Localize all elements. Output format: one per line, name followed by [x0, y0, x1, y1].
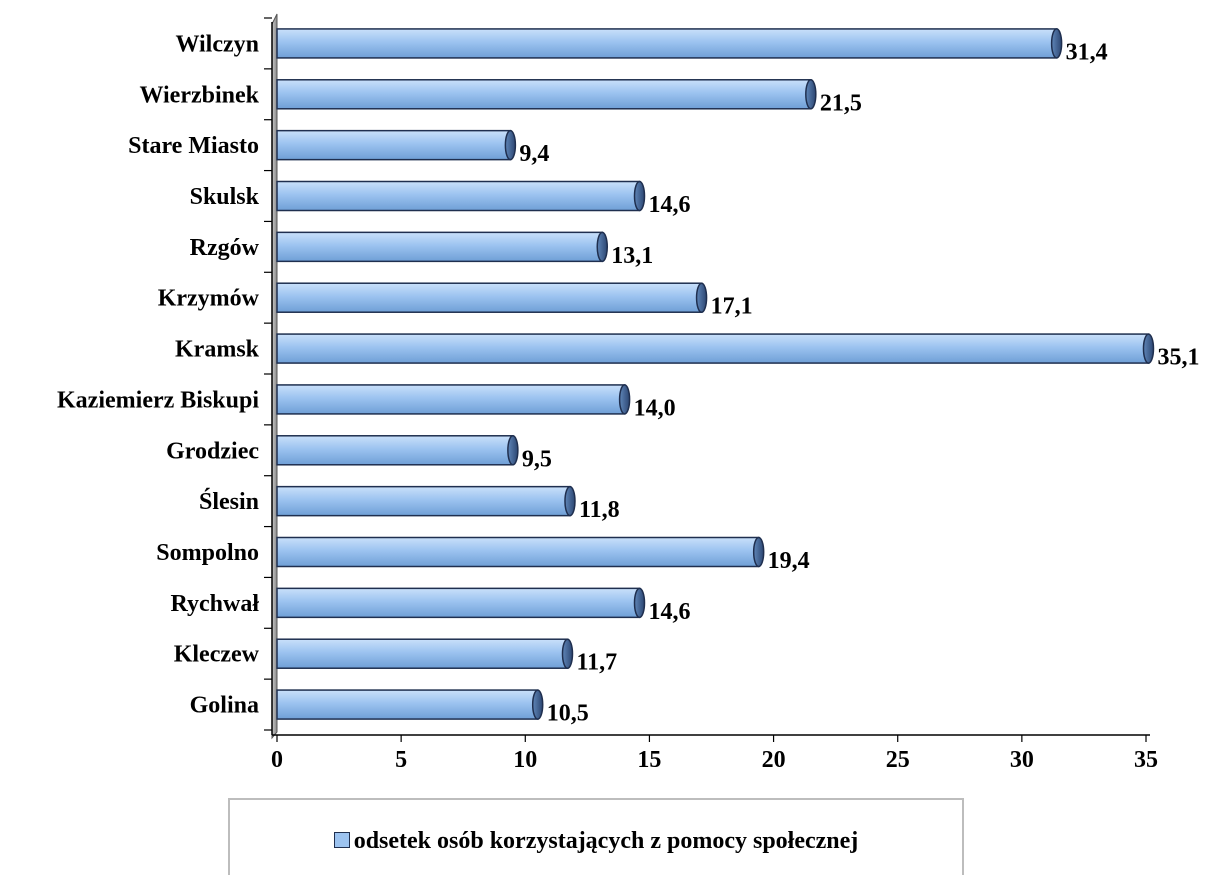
x-tick-label: 5 — [395, 747, 407, 773]
category-label: Kaziemierz Biskupi — [57, 387, 259, 413]
bar-cap — [561, 638, 574, 669]
value-label: 9,5 — [522, 446, 552, 472]
category-label: Rzgów — [190, 235, 260, 261]
value-label: 14,6 — [648, 599, 690, 625]
category-label: Rychwał — [171, 591, 260, 617]
value-label: 31,4 — [1066, 39, 1108, 65]
category-label: Kramsk — [175, 337, 260, 363]
bar-cap — [504, 129, 517, 161]
category-label: Sompolno — [156, 540, 259, 566]
bar — [276, 689, 539, 720]
value-label: 9,4 — [519, 141, 549, 167]
category-label: Golina — [190, 693, 259, 719]
category-label: Stare Miasto — [128, 133, 259, 159]
x-tick-label: 10 — [513, 747, 537, 773]
bar — [276, 587, 641, 619]
bar — [276, 231, 604, 263]
x-tick-label: 30 — [1010, 747, 1034, 773]
value-label: 13,1 — [611, 243, 653, 269]
bar-cap — [1050, 28, 1063, 59]
value-label: 14,6 — [648, 192, 690, 218]
x-tick-label: 15 — [637, 747, 661, 773]
category-label: Grodziec — [166, 438, 259, 464]
bar — [276, 435, 514, 466]
category-label: Kleczew — [174, 642, 260, 668]
category-label: Ślesin — [199, 488, 259, 515]
bar — [276, 282, 703, 313]
value-label: 17,1 — [711, 294, 753, 320]
bar-cap — [633, 180, 646, 212]
bar — [276, 129, 512, 161]
bar — [276, 79, 812, 110]
bar-cap — [1142, 333, 1155, 364]
bar — [276, 384, 626, 415]
plot-area: 0 5 10 15 20 25 30 35 Wilczyn 31,4 Wierzbinek 21,5 S… — [57, 13, 1199, 773]
legend: odsetek osób korzystających z pomocy spo… — [228, 798, 964, 875]
bar-cap — [531, 689, 544, 720]
x-tick-label: 35 — [1134, 747, 1158, 773]
x-tick-label: 0 — [271, 747, 283, 773]
bar-cap — [618, 384, 631, 415]
x-tick-label: 20 — [762, 747, 786, 773]
bar-cap — [596, 231, 609, 263]
bar-cap — [752, 536, 765, 568]
value-label: 10,5 — [547, 701, 589, 727]
bar — [276, 485, 571, 517]
value-label: 11,7 — [576, 650, 617, 676]
value-label: 19,4 — [768, 548, 810, 574]
category-label: Krzymów — [158, 286, 260, 312]
value-label: 35,1 — [1157, 345, 1199, 371]
bar-cap — [507, 435, 519, 466]
value-label: 21,5 — [820, 90, 862, 116]
value-label: 11,8 — [579, 497, 620, 523]
bar-cap — [564, 485, 576, 517]
bar — [276, 180, 641, 212]
bar-cap — [633, 587, 646, 619]
bar — [276, 536, 760, 568]
x-tick-label: 25 — [886, 747, 910, 773]
category-label: Wilczyn — [175, 31, 259, 57]
bar — [276, 638, 569, 669]
bar-cap — [805, 79, 817, 110]
value-label: 14,0 — [634, 395, 676, 421]
category-label: Skulsk — [190, 184, 260, 210]
bar-chart: 0 5 10 15 20 25 30 35 Wilczyn 31,4 Wierzbinek 21,5 S… — [57, 13, 1199, 773]
bar — [276, 28, 1058, 59]
legend-swatch — [333, 832, 350, 848]
bar-cap — [695, 282, 708, 313]
legend-label: odsetek osób korzystających z pomocy spo… — [353, 828, 859, 854]
category-label: Wierzbinek — [139, 82, 259, 108]
bar — [276, 333, 1150, 364]
